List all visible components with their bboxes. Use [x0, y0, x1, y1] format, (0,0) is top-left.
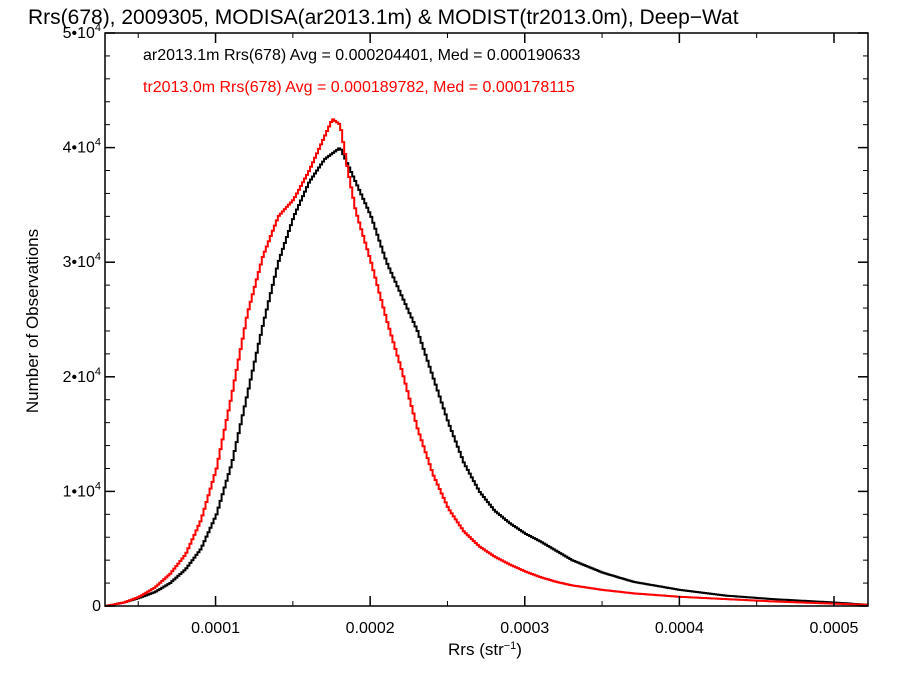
y-tick-label: 2•104: [63, 366, 101, 386]
x-tick-label: 0.0005: [810, 620, 859, 637]
series-line-tr2013.0m: [105, 118, 868, 607]
tick-layer: 0.0001 0.0002 0.0003 0.0004 0.0005 0 1•104 2•10…: [63, 22, 868, 637]
y-tick-label: 3•104: [63, 251, 101, 271]
x-axis-label: Rrs (str−1): [448, 640, 522, 659]
x-tick-label: 0.0003: [500, 620, 549, 637]
y-tick-label: 4•104: [63, 137, 101, 157]
y-tick-label: 0: [92, 598, 101, 615]
series-layer: [105, 118, 868, 607]
y-axis-label: Number of Observations: [23, 229, 42, 413]
x-tick-label: 0.0004: [655, 620, 704, 637]
y-tick-label: 1•104: [63, 480, 101, 500]
legend-entry-tr2013: tr2013.0m Rrs(678) Avg = 0.000189782, Me…: [143, 79, 575, 96]
series-line-ar2013.1m: [105, 147, 868, 607]
x-tick-label: 0.0001: [191, 620, 240, 637]
legend-entry-ar2013: ar2013.1m Rrs(678) Avg = 0.000204401, Me…: [143, 47, 580, 64]
x-tick-label: 0.0002: [346, 620, 395, 637]
chart-title: Rrs(678), 2009305, MODISA(ar2013.1m) & M…: [28, 6, 739, 29]
y-tick-label: 5•104: [63, 22, 101, 42]
x-axis-label-text: Rrs (str−1): [448, 640, 522, 659]
plot-frame: [104, 32, 869, 607]
